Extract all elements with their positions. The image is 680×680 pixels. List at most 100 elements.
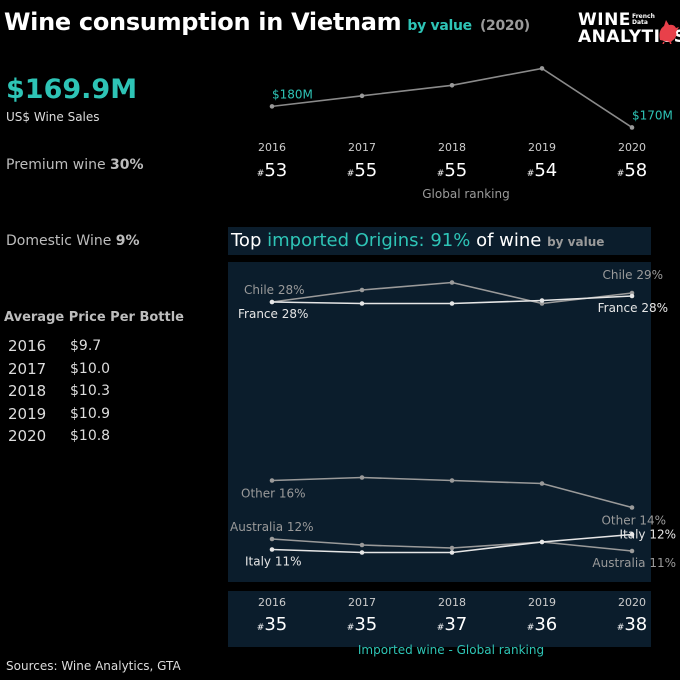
global-ranking-rank: #53: [256, 160, 288, 181]
sales-data-label: $170M: [632, 108, 673, 122]
import-ranking-year: 2016: [258, 596, 286, 609]
import-ranking-year: 2019: [528, 596, 556, 609]
logo-tag2: Data: [632, 19, 648, 26]
sales-point: [449, 82, 455, 88]
avg-price-year: 2016: [8, 337, 47, 355]
import-ranking-hash: #: [526, 623, 535, 633]
domestic-value: 9%: [115, 233, 140, 249]
other-point: [269, 478, 275, 483]
avg-price-year: 2020: [8, 427, 47, 445]
global-ranking-year: 2018: [438, 141, 466, 154]
wine-analytics-logo: WINE ANALYTICS French Data: [578, 12, 680, 46]
title-text: Wine consumption in Vietnam: [4, 8, 402, 36]
page-title: Wine consumption in Vietnam by value (202…: [4, 8, 530, 36]
logo-line2: ANALYTICS: [578, 27, 680, 47]
avg-price-value: $10.3: [70, 383, 111, 399]
avg-price-heading: Average Price Per Bottle: [4, 310, 184, 325]
import-ranking-rank: #38: [616, 614, 648, 635]
sales-value: $169.9M: [6, 74, 138, 105]
origins-title-pre: Top: [231, 230, 262, 251]
logo-tag1: French: [632, 13, 655, 20]
import-ranking-hash: #: [346, 623, 355, 633]
australia-start-label: Australia 12%: [230, 520, 314, 534]
chile-start-label: Chile 28%: [244, 283, 305, 297]
australia-point: [269, 536, 275, 542]
global-ranking-hash: #: [436, 169, 445, 179]
global-ranking-rank: #58: [616, 160, 648, 181]
rooster-icon: [659, 20, 679, 44]
sales-point: [629, 125, 635, 130]
origins-title-teal: imported Origins: 91%: [267, 230, 471, 251]
origins-title-post: of wine: [476, 230, 542, 251]
sales-label: US$ Wine Sales: [6, 110, 100, 124]
import-ranking-caption: Imported wine - Global ranking: [357, 643, 545, 657]
avg-price-value: $10.8: [70, 428, 111, 444]
global-ranking-rank: #55: [436, 160, 468, 181]
france-start-label: France 28%: [238, 307, 308, 321]
france-point: [539, 298, 545, 303]
global-ranking-year: 2017: [348, 141, 376, 154]
italy-start-label: Italy 11%: [245, 555, 302, 569]
premium-value: 30%: [110, 157, 144, 173]
domestic-label: Domestic Wine: [6, 233, 112, 249]
australia-end-label: Australia 11%: [592, 556, 676, 570]
avg-price-year: 2017: [8, 359, 47, 378]
global-ranking-rank: #54: [526, 160, 558, 181]
italy-point: [269, 547, 275, 552]
import-ranking-hash: #: [256, 623, 265, 633]
global-ranking-hash: #: [526, 169, 535, 179]
global-ranking-hash: #: [346, 169, 355, 179]
other-point: [629, 505, 635, 510]
australia-point: [449, 545, 455, 551]
france-point: [629, 293, 635, 299]
import-ranking-rank: #36: [526, 614, 558, 635]
title-year: (2020): [479, 18, 530, 34]
import-ranking-rank: #37: [436, 614, 468, 635]
global-ranking-year: 2019: [528, 141, 556, 154]
chile-line: [271, 281, 633, 305]
other-point: [359, 475, 365, 480]
avg-price-year: 2019: [8, 404, 47, 423]
import-ranking-hash: #: [436, 623, 445, 633]
australia-point: [629, 548, 635, 554]
italy-point: [449, 550, 455, 555]
global-ranking-rank: #55: [346, 160, 378, 181]
global-ranking-year: 2016: [258, 141, 286, 154]
premium-stat: Premium wine 30%: [6, 157, 144, 173]
global-ranking-hash: #: [256, 169, 265, 179]
italy-point: [539, 539, 545, 545]
source-note: Sources: Wine Analytics, GTA: [6, 659, 181, 673]
other-point: [539, 481, 545, 486]
sales-point: [269, 104, 275, 109]
france-end-label: France 28%: [598, 301, 668, 315]
avg-price-value: $10.0: [70, 360, 111, 377]
domestic-stat: Domestic Wine 9%: [6, 233, 140, 249]
logo-line1: WINE: [578, 10, 631, 30]
chile-point: [449, 280, 455, 285]
chile-point: [359, 287, 365, 293]
origins-title-bar: [228, 227, 651, 255]
other-point: [449, 478, 455, 483]
global-ranking-hash: #: [616, 169, 625, 179]
import-ranking-hash: #: [616, 623, 625, 633]
italy-point: [359, 550, 365, 555]
other-end-label: Other 14%: [601, 514, 666, 528]
france-point: [449, 301, 455, 306]
italy-point: [629, 532, 635, 537]
italy-end-label: Italy 12%: [619, 528, 676, 542]
import-ranking-rank: #35: [256, 614, 288, 635]
import-ranking-rank: #35: [346, 614, 378, 635]
global-ranking-year: 2020: [618, 141, 646, 154]
import-ranking-year: 2018: [438, 596, 466, 609]
title-subtitle: by value: [407, 18, 472, 34]
chile-end-label: Chile 29%: [602, 268, 663, 282]
import-ranking-panel: [228, 591, 651, 647]
premium-label: Premium wine: [6, 157, 106, 173]
logo-tag: French Data: [632, 14, 655, 26]
sales-point: [359, 93, 365, 99]
origins-title: Top imported Origins: 91% of wine by val…: [231, 230, 604, 251]
origins-title-small: by value: [547, 235, 605, 249]
avg-price-year: 2018: [8, 382, 47, 400]
